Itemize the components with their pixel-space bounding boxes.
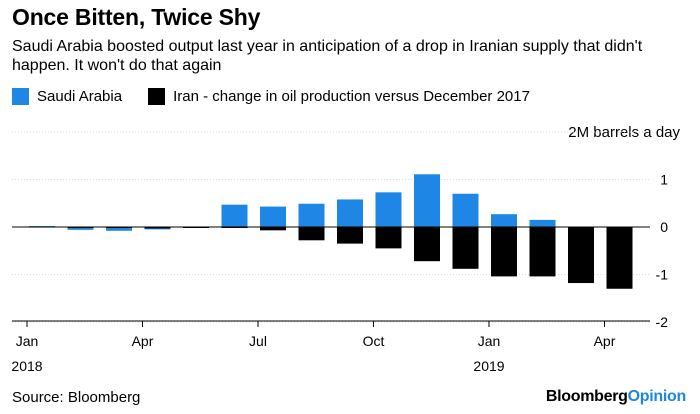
x-tick-label: Apr bbox=[594, 333, 616, 349]
bar-saudi bbox=[375, 192, 402, 227]
x-year-label: 2019 bbox=[473, 358, 504, 374]
legend-swatch-iran bbox=[148, 88, 166, 105]
legend-swatch-saudi bbox=[12, 88, 29, 105]
bar-saudi bbox=[452, 193, 479, 227]
bar-iran bbox=[337, 227, 363, 244]
bar-iran bbox=[298, 227, 325, 241]
legend: Saudi Arabia Iran - change in oil produc… bbox=[12, 88, 556, 105]
x-tick-label: Jan bbox=[16, 333, 39, 349]
brand-accent: Opinion bbox=[627, 388, 687, 405]
legend-item-iran: Iran - change in oil production versus D… bbox=[148, 88, 530, 105]
bar-saudi bbox=[106, 227, 132, 231]
chart-subtitle: Saudi Arabia boosted output last year in… bbox=[12, 38, 643, 74]
bar-iran bbox=[491, 227, 517, 277]
x-tick-label: Jan bbox=[478, 333, 501, 349]
y-tick-label: -2 bbox=[656, 314, 669, 330]
bar-iran bbox=[568, 227, 594, 284]
bar-iran bbox=[529, 227, 556, 277]
bar-saudi bbox=[221, 204, 248, 227]
bar-iran bbox=[606, 227, 633, 289]
bar-iran bbox=[144, 227, 171, 229]
bar-iran bbox=[414, 227, 440, 262]
chart-title: Once Bitten, Twice Shy bbox=[12, 4, 261, 30]
bar-saudi bbox=[529, 219, 556, 227]
bar-iran bbox=[452, 227, 479, 269]
bar-saudi bbox=[414, 174, 440, 227]
y-tick-label: -1 bbox=[656, 267, 669, 283]
x-tick-label: Oct bbox=[363, 333, 385, 349]
x-year-label: 2018 bbox=[11, 358, 42, 374]
legend-label-iran: Iran - change in oil production versus D… bbox=[173, 88, 530, 105]
y-tick-label: 1 bbox=[660, 172, 668, 188]
x-tick-label: Apr bbox=[132, 333, 154, 349]
y-tick-label: 0 bbox=[660, 219, 668, 235]
bar-saudi bbox=[298, 203, 325, 227]
bar-iran bbox=[375, 227, 402, 249]
bar-iran bbox=[260, 227, 286, 231]
bar-saudi bbox=[67, 227, 94, 230]
legend-item-saudi: Saudi Arabia bbox=[12, 88, 122, 105]
bar-saudi bbox=[337, 199, 363, 227]
source-note: Source: Bloomberg bbox=[12, 389, 141, 406]
bar-saudi bbox=[491, 214, 517, 227]
bar-saudi bbox=[260, 206, 286, 227]
brand-main: Bloomberg bbox=[545, 388, 628, 405]
x-tick-label: Jul bbox=[249, 333, 267, 349]
legend-label-saudi: Saudi Arabia bbox=[37, 88, 123, 105]
brand-logo: BloombergOpinion bbox=[546, 388, 686, 406]
